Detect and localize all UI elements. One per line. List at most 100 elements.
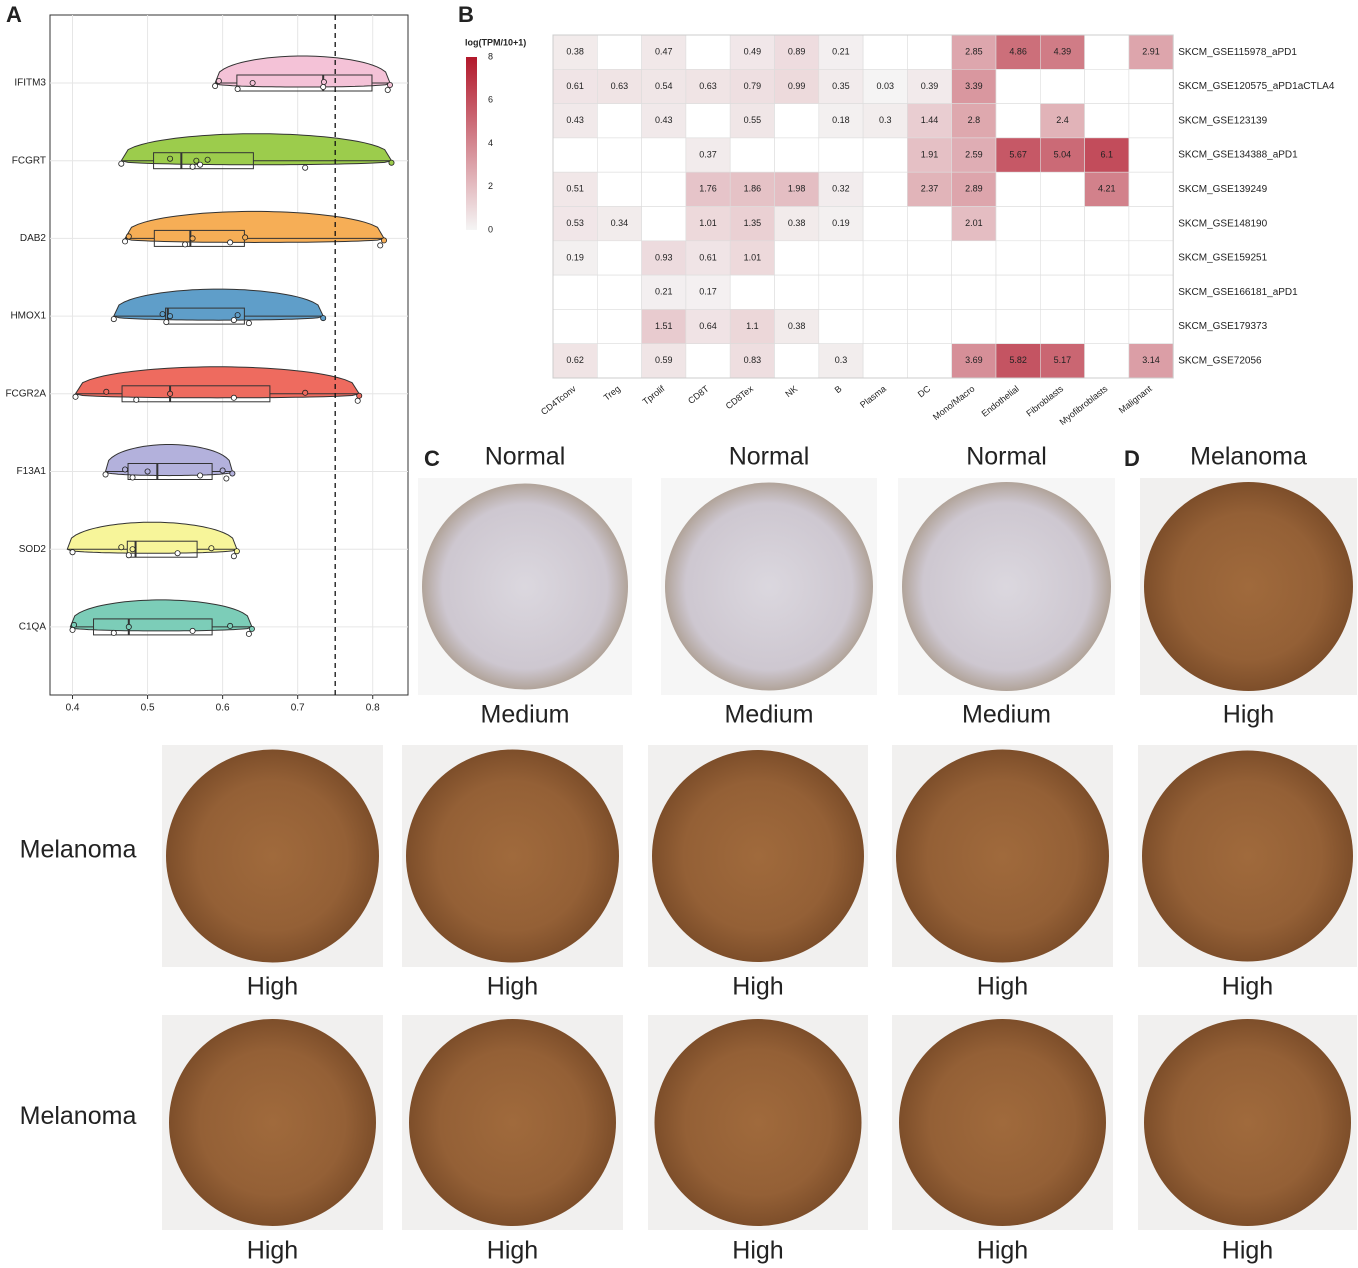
column-label: NK — [783, 384, 799, 400]
cell-label: 0.51 — [566, 184, 584, 194]
heat-cell — [729, 309, 775, 344]
point — [197, 472, 204, 479]
empty-cell — [774, 274, 820, 310]
point — [245, 320, 252, 327]
empty-cell — [907, 206, 953, 242]
heat-cell — [552, 34, 598, 70]
cell-label: 0.54 — [655, 81, 673, 91]
y-tick-label: SOD2 — [19, 544, 47, 555]
tissue-core — [1144, 482, 1353, 691]
point — [102, 471, 109, 478]
empty-cell — [1084, 206, 1130, 242]
empty-cell — [907, 343, 953, 379]
grade-label: High — [487, 973, 538, 1001]
legend-tick-label: 0 — [488, 224, 493, 234]
legend-tick-label: 8 — [488, 51, 493, 61]
heat-cell — [818, 343, 864, 379]
empty-cell — [862, 171, 908, 207]
empty-cell — [685, 34, 731, 70]
cell-label: 0.43 — [566, 115, 584, 125]
row-label: SKCM_GSE115978_aPD1 — [1178, 47, 1297, 58]
empty-cell — [1084, 103, 1130, 139]
empty-cell — [995, 309, 1041, 344]
empty-cell — [1040, 69, 1085, 104]
cell-label: 2.01 — [965, 218, 983, 228]
y-tick-label: DAB2 — [20, 233, 47, 244]
heat-cell — [596, 69, 642, 104]
point — [110, 316, 117, 323]
y-tick-label: F13A1 — [17, 466, 47, 477]
heat-cell — [1084, 137, 1130, 173]
tissue-core — [899, 1019, 1106, 1226]
point — [320, 315, 327, 322]
cell-label: 0.49 — [744, 47, 762, 57]
cell-label: 0.21 — [832, 47, 850, 57]
grade-label: High — [1222, 973, 1273, 1001]
point — [320, 79, 327, 86]
empty-cell — [862, 309, 908, 344]
heat-cell — [552, 103, 598, 139]
point — [377, 242, 384, 249]
point — [233, 548, 240, 555]
cell-label: 3.14 — [1142, 355, 1160, 365]
column-header: Normal — [485, 443, 566, 471]
point — [189, 627, 196, 634]
row-label: SKCM_GSE139249 — [1178, 184, 1267, 195]
tissue-core — [1142, 750, 1353, 962]
point — [388, 159, 395, 166]
x-tick-label: 0.8 — [366, 703, 380, 714]
point — [189, 163, 196, 170]
point — [167, 155, 174, 162]
cell-label: 0.62 — [566, 355, 584, 365]
row-label: SKCM_GSE159251 — [1178, 253, 1267, 264]
empty-cell — [596, 240, 642, 276]
point — [234, 86, 241, 93]
empty-cell — [951, 274, 997, 310]
row-label: SKCM_GSE166181_aPD1 — [1178, 287, 1298, 298]
point — [204, 156, 211, 163]
point — [122, 466, 129, 473]
plot-frame — [49, 14, 409, 696]
empty-cell — [862, 137, 908, 173]
cell-label: 0.38 — [788, 218, 806, 228]
column-label: B — [833, 384, 844, 396]
grade-label: Medium — [725, 701, 814, 729]
point — [167, 313, 174, 320]
empty-cell — [1084, 343, 1130, 379]
empty-cell — [951, 240, 997, 276]
empty-cell — [1128, 206, 1174, 242]
cell-label: 1.51 — [655, 321, 673, 331]
cell-label: 0.38 — [566, 47, 584, 57]
heat-cell — [641, 240, 687, 276]
cell-label: 0.83 — [744, 355, 762, 365]
empty-cell — [995, 240, 1041, 276]
point — [174, 550, 181, 557]
point — [302, 164, 309, 171]
point — [230, 553, 237, 560]
row-label: SKCM_GSE120575_aPD1aCTLA4 — [1178, 81, 1335, 92]
point — [69, 626, 76, 633]
point — [215, 78, 222, 85]
empty-cell — [774, 240, 820, 276]
heat-cell — [729, 171, 775, 207]
heat-cell — [951, 206, 997, 242]
point — [103, 388, 110, 395]
empty-cell — [1040, 206, 1085, 242]
empty-cell — [1128, 103, 1174, 139]
heat-cell — [729, 34, 775, 70]
column-label: DC — [916, 383, 933, 399]
x-tick-label: 0.6 — [216, 703, 230, 714]
heat-cell — [641, 103, 687, 139]
empty-cell — [818, 274, 864, 310]
point — [230, 394, 237, 401]
box — [93, 618, 213, 636]
grade-label: High — [732, 1237, 783, 1265]
heat-cell — [774, 171, 820, 207]
row-label: SKCM_GSE123139 — [1178, 115, 1267, 126]
empty-cell — [995, 206, 1041, 242]
row-label: SKCM_GSE148190 — [1178, 218, 1267, 229]
x-tick-label: 0.4 — [66, 703, 80, 714]
tissue-core — [652, 750, 864, 962]
cell-label: 1.01 — [744, 252, 762, 262]
heat-cell — [818, 34, 864, 70]
